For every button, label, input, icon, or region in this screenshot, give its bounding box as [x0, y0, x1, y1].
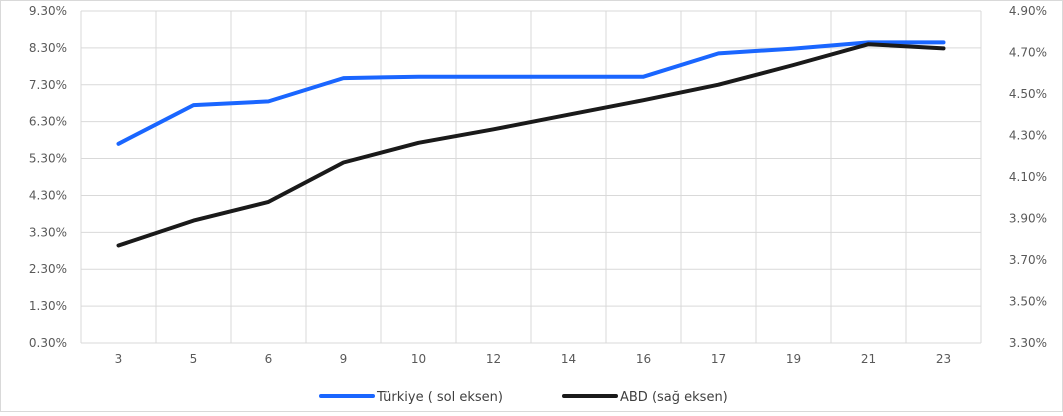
x-tick-label: 12 — [486, 352, 501, 366]
right-axis-ticks: 3.30% 3.50% 3.70% 3.90% 4.10% 4.30% 4.50% 4.70%… — [1009, 4, 1047, 350]
left-tick-label: 7.30% — [29, 78, 67, 92]
x-tick-label: 10 — [411, 352, 426, 366]
left-tick-label: 1.30% — [29, 299, 67, 313]
left-tick-label: 8.30% — [29, 41, 67, 55]
x-tick-label: 3 — [115, 352, 123, 366]
x-tick-label: 6 — [265, 352, 273, 366]
legend: Türkiye ( sol eksen) ABD (sağ eksen) — [319, 390, 728, 405]
left-tick-label: 5.30% — [29, 152, 67, 166]
right-tick-label: 3.70% — [1009, 253, 1047, 267]
x-tick-label: 17 — [711, 352, 726, 366]
x-tick-label: 21 — [861, 352, 876, 366]
right-tick-label: 4.10% — [1009, 170, 1047, 184]
x-tick-label: 5 — [190, 352, 198, 366]
series-lines — [116, 40, 946, 248]
x-tick-label: 23 — [936, 352, 951, 366]
x-tick-label: 14 — [561, 352, 576, 366]
left-tick-label: 3.30% — [29, 225, 67, 239]
left-tick-label: 0.30% — [29, 336, 67, 350]
left-axis-ticks: 0.30% 1.30% 2.30% 3.30% 4.30% 5.30% 6.30% 7.30%… — [29, 4, 67, 350]
right-tick-label: 4.50% — [1009, 87, 1047, 101]
x-tick-label: 19 — [786, 352, 801, 366]
left-tick-label: 9.30% — [29, 4, 67, 18]
right-tick-label: 3.30% — [1009, 336, 1047, 350]
right-tick-label: 4.90% — [1009, 4, 1047, 18]
legend-label-turkiye: Türkiye ( sol eksen) — [376, 390, 503, 405]
left-tick-label: 6.30% — [29, 115, 67, 129]
x-axis-ticks: 3 5 6 9 10 12 14 16 17 19 21 23 — [115, 352, 951, 366]
x-tick-label: 16 — [636, 352, 651, 366]
legend-label-abd: ABD (sağ eksen) — [620, 390, 728, 405]
x-tick-label: 9 — [340, 352, 348, 366]
right-tick-label: 3.90% — [1009, 212, 1047, 226]
right-tick-label: 4.30% — [1009, 129, 1047, 143]
left-tick-label: 2.30% — [29, 262, 67, 276]
grid-lines — [80, 10, 982, 344]
right-tick-label: 3.50% — [1009, 295, 1047, 309]
series-line-turkiye — [116, 40, 946, 146]
series-line-abd — [116, 42, 946, 248]
left-tick-label: 4.30% — [29, 188, 67, 202]
right-tick-label: 4.70% — [1009, 46, 1047, 60]
